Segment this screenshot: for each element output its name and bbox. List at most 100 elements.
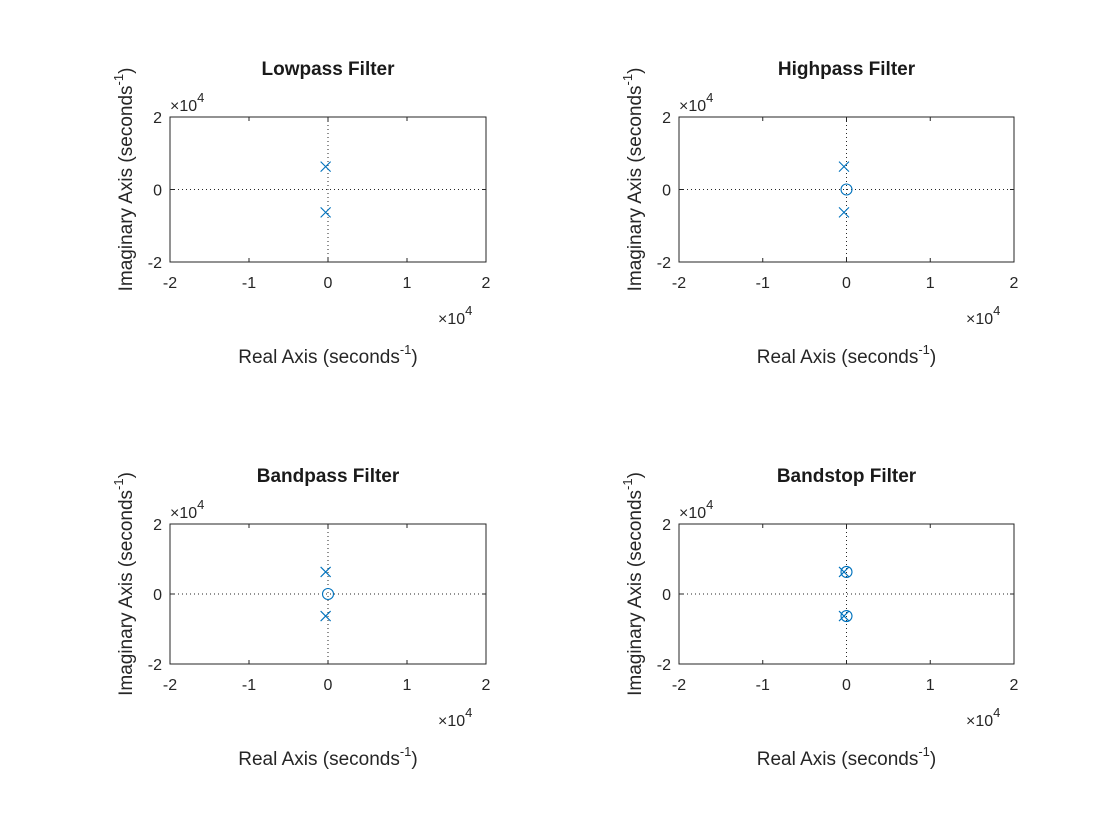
pole-marker <box>838 610 850 622</box>
y-exponent-label-base: 10 <box>179 98 197 115</box>
y-tick-label: 0 <box>153 183 162 200</box>
pole-marker <box>320 566 332 578</box>
x-exponent-label-power: 4 <box>993 705 1000 720</box>
x-tick-label: -2 <box>672 677 686 694</box>
y-axis-label: Imaginary Axis (seconds-1) <box>111 68 137 292</box>
y-exponent-label-prefix: × <box>679 505 688 522</box>
y-exponent-label-power: 4 <box>706 497 713 512</box>
y-tick-label: 2 <box>153 110 162 127</box>
y-exponent-label-base: 10 <box>688 505 706 522</box>
y-exponent-label-prefix: × <box>679 98 688 115</box>
y-exponent-label: ×104 <box>170 497 204 522</box>
x-tick-label: 1 <box>403 677 412 694</box>
x-exponent-label-power: 4 <box>465 303 472 318</box>
x-exponent-label: ×104 <box>438 705 472 730</box>
y-axis-label-close: ) <box>116 68 137 74</box>
y-tick-label: -2 <box>148 657 162 674</box>
y-exponent-label-power: 4 <box>197 497 204 512</box>
x-tick-label: 2 <box>482 677 491 694</box>
subplot-title: Bandstop Filter <box>777 466 917 487</box>
y-exponent-label: ×104 <box>170 90 204 115</box>
pole-marker <box>838 206 850 218</box>
x-exponent-label-base: 10 <box>975 311 993 328</box>
x-axis-label: Real Axis (seconds-1) <box>757 744 936 770</box>
x-tick-label: -2 <box>163 275 177 292</box>
y-tick-label: -2 <box>148 255 162 272</box>
x-axis-label-superscript: -1 <box>400 744 412 759</box>
y-tick-label: 0 <box>662 587 671 604</box>
x-tick-label: -1 <box>242 275 256 292</box>
subplot-title: Lowpass Filter <box>261 59 395 80</box>
x-tick-label: 0 <box>842 275 851 292</box>
x-axis-label-superscript: -1 <box>918 342 930 357</box>
y-tick-label: 2 <box>662 110 671 127</box>
x-tick-label: 0 <box>842 677 851 694</box>
x-axis-label-close: ) <box>930 749 936 770</box>
zero-marker <box>840 565 853 579</box>
x-tick-label: 2 <box>1010 677 1019 694</box>
x-axis-label-close: ) <box>411 347 417 368</box>
x-exponent-label-prefix: × <box>966 713 975 730</box>
x-axis-label-close: ) <box>930 347 936 368</box>
x-exponent-label: ×104 <box>966 303 1000 328</box>
y-exponent-label-base: 10 <box>179 505 197 522</box>
pole-marker <box>320 206 332 218</box>
x-axis-label: Real Axis (seconds-1) <box>238 342 417 368</box>
y-exponent-label-power: 4 <box>706 90 713 105</box>
pole-marker <box>320 161 332 173</box>
zero-marker <box>840 609 853 623</box>
x-tick-label: -1 <box>242 677 256 694</box>
x-exponent-label: ×104 <box>966 705 1000 730</box>
subplot-title: Highpass Filter <box>778 59 916 80</box>
y-tick-label: 2 <box>662 517 671 534</box>
pole-marker <box>838 566 850 578</box>
x-axis-label: Real Axis (seconds-1) <box>238 744 417 770</box>
y-exponent-label: ×104 <box>679 497 713 522</box>
pole-marker <box>838 161 850 173</box>
x-tick-label: 0 <box>324 275 333 292</box>
y-tick-label: -2 <box>657 657 671 674</box>
x-exponent-label-power: 4 <box>465 705 472 720</box>
x-tick-label: 1 <box>926 275 935 292</box>
x-tick-label: -2 <box>672 275 686 292</box>
y-tick-label: -2 <box>657 255 671 272</box>
x-exponent-label-prefix: × <box>438 713 447 730</box>
y-exponent-label-base: 10 <box>688 98 706 115</box>
pole-marker <box>320 610 332 622</box>
x-axis-label-main: Real Axis (seconds <box>757 347 919 368</box>
x-exponent-label: ×104 <box>438 303 472 328</box>
x-tick-label: 1 <box>926 677 935 694</box>
x-exponent-label-prefix: × <box>966 311 975 328</box>
y-axis-label-close: ) <box>625 472 646 478</box>
y-axis-label: Imaginary Axis (seconds-1) <box>111 472 137 696</box>
y-axis-label-close: ) <box>625 68 646 74</box>
zero-marker <box>321 587 335 601</box>
y-tick-label: 2 <box>153 517 162 534</box>
x-exponent-label-base: 10 <box>447 311 465 328</box>
y-axis-label-main: Imaginary Axis (seconds <box>625 85 646 291</box>
x-axis-label-main: Real Axis (seconds <box>238 347 400 368</box>
y-tick-label: 0 <box>153 587 162 604</box>
x-axis-label-superscript: -1 <box>400 342 412 357</box>
x-exponent-label-base: 10 <box>447 713 465 730</box>
y-axis-label-superscript: -1 <box>620 478 635 490</box>
x-tick-label: -1 <box>756 275 770 292</box>
x-tick-label: 2 <box>482 275 491 292</box>
y-axis-label-close: ) <box>116 472 137 478</box>
x-exponent-label-power: 4 <box>993 303 1000 318</box>
y-axis-label-superscript: -1 <box>111 478 126 490</box>
subplot-title: Bandpass Filter <box>257 466 400 487</box>
x-exponent-label-base: 10 <box>975 713 993 730</box>
y-axis-label-main: Imaginary Axis (seconds <box>625 490 646 696</box>
x-tick-label: 2 <box>1010 275 1019 292</box>
x-axis-label-main: Real Axis (seconds <box>757 749 919 770</box>
y-axis-label-superscript: -1 <box>620 74 635 86</box>
y-exponent-label-prefix: × <box>170 505 179 522</box>
x-axis-label-close: ) <box>411 749 417 770</box>
y-axis-label-main: Imaginary Axis (seconds <box>116 85 137 291</box>
